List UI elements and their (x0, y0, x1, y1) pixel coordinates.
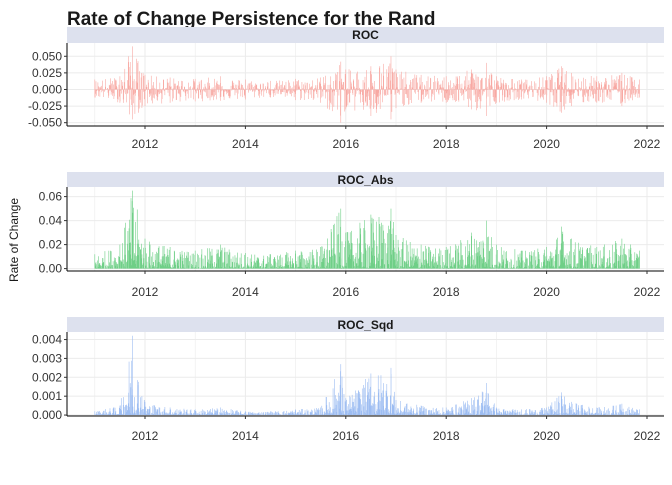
panel-1: ROC 0.050 0.025 0.000 -0.025 -0.050 2012 2014 20… (28, 27, 664, 151)
x-tick-label: 2014 (232, 429, 259, 443)
x-tick-label: 2016 (332, 137, 359, 151)
y-tick-label: 0.004 (32, 333, 62, 347)
x-tick-label: 2016 (332, 429, 359, 443)
x-tick-label: 2018 (433, 285, 460, 299)
y-tick-label: 0.000 (32, 82, 62, 96)
panel-strip (67, 317, 664, 332)
series-roc-sqd (94, 335, 640, 416)
chart-title: Rate of Change Persistence for the Rand (67, 9, 435, 30)
y-tick-label: -0.050 (28, 116, 62, 130)
x-tick-label: 2018 (433, 137, 460, 151)
series-roc (94, 46, 640, 123)
x-tick-label: 2012 (132, 137, 159, 151)
series-line (94, 190, 640, 269)
panel-strip-label: ROC_Sqd (337, 318, 393, 332)
series-line (94, 335, 640, 416)
y-tick-label: 0.000 (32, 408, 62, 422)
panel-strip (67, 172, 664, 187)
x-tick-label: 2022 (634, 285, 661, 299)
x-tick-label: 2012 (132, 429, 159, 443)
x-tick-label: 2018 (433, 429, 460, 443)
x-tick-label: 2020 (533, 429, 560, 443)
x-tick-label: 2014 (232, 285, 259, 299)
y-tick-label: 0.04 (39, 214, 63, 228)
x-tick-label: 2020 (533, 137, 560, 151)
y-tick-label: 0.001 (32, 389, 62, 403)
x-tick-label: 2014 (232, 137, 259, 151)
panel-3: ROC_Sqd 0.004 0.003 0.002 0.001 0.000 2012 2014… (32, 317, 664, 443)
y-tick-label: 0.025 (32, 66, 62, 80)
panel-2: ROC_Abs 0.06 0.04 0.02 0.00 2012 2014 2016 2018 2… (39, 172, 664, 299)
x-tick-label: 2012 (132, 285, 159, 299)
x-tick-label: 2022 (634, 429, 661, 443)
y-tick-label: 0.02 (39, 238, 63, 252)
y-tick-label: 0.003 (32, 351, 62, 365)
y-tick-label: 0.06 (39, 190, 63, 204)
y-tick-label: 0.002 (32, 370, 62, 384)
panel-strip (67, 27, 664, 43)
series-line (94, 46, 640, 123)
y-tick-label: -0.025 (28, 99, 62, 113)
x-tick-label: 2016 (332, 285, 359, 299)
y-axis-label: Rate of Change (7, 198, 21, 282)
y-tick-label: 0.00 (39, 262, 63, 276)
panel-strip-label: ROC_Abs (337, 173, 393, 187)
x-tick-label: 2020 (533, 285, 560, 299)
series-roc-abs (94, 190, 640, 269)
panel-strip-label: ROC (352, 28, 379, 42)
y-tick-label: 0.050 (32, 49, 62, 63)
x-tick-label: 2022 (634, 137, 661, 151)
